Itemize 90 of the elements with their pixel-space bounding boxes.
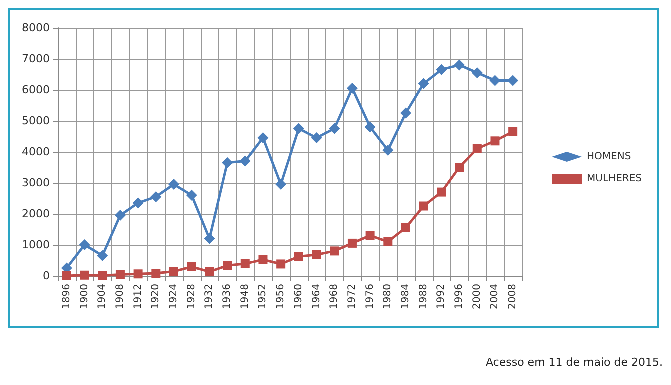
point <box>80 270 90 280</box>
point <box>346 82 358 94</box>
x-tick-label: 1912 <box>132 284 144 310</box>
x-tick-label: 1924 <box>168 284 180 310</box>
x-tick-label: 1968 <box>329 284 340 310</box>
point <box>419 202 428 211</box>
y-tick-label: 3000 <box>22 176 50 190</box>
x-tick-label: 1936 <box>222 284 234 310</box>
x-tick-label: 1904 <box>97 284 108 310</box>
legend-label: MULHERES <box>587 174 642 184</box>
point <box>508 75 519 86</box>
point <box>329 123 340 134</box>
x-tick-label: 1992 <box>436 284 448 310</box>
point <box>402 223 410 232</box>
x-tick-label: 1900 <box>79 284 90 310</box>
point <box>186 190 198 201</box>
x-tick-label: 1984 <box>400 284 412 310</box>
point <box>62 272 72 280</box>
x-tick-label: 1996 <box>454 284 466 310</box>
point <box>437 188 446 197</box>
x-tick-label: 1928 <box>186 284 198 310</box>
x-tick-label: 1960 <box>293 284 304 310</box>
y-tick-label: 7000 <box>22 52 50 66</box>
point <box>455 163 464 172</box>
point <box>294 252 304 262</box>
point <box>132 198 144 209</box>
point <box>454 60 466 71</box>
point <box>330 246 340 256</box>
legend-label: HOMENS <box>587 152 632 162</box>
text: Acesso em 11 de maio de 2015. <box>484 356 663 369</box>
point <box>114 210 126 222</box>
chart-frame: 0 1000 2000 3000 4000 5000 6000 7000 8000 1896 1900 1904 1908 1912 1920 1924 1928 1932 1936 1948 1952 1956 1960 1964 1968 1972 1976 1980 1984 1988 1992 1996 2000 2004 2008 HOMENS MULHERES <box>8 8 659 328</box>
point <box>258 132 269 144</box>
point <box>150 191 162 202</box>
point <box>311 132 322 144</box>
point <box>348 238 357 248</box>
x-tick-label: 1952 <box>258 284 269 310</box>
x-tick-label: 2000 <box>472 284 483 310</box>
x-tick-label: 1964 <box>311 284 322 310</box>
point <box>223 261 232 270</box>
point <box>382 144 394 156</box>
x-tick-label: 2004 <box>490 284 501 310</box>
point <box>364 122 376 133</box>
point <box>436 64 448 76</box>
x-tick-label: 1972 <box>346 284 358 310</box>
x-tick-label: 1948 <box>240 284 251 310</box>
x-tick-label: 1956 <box>276 284 287 310</box>
point <box>418 78 430 90</box>
point <box>508 127 518 136</box>
x-tick-label: 1980 <box>382 284 394 310</box>
x-tick-label: 1932 <box>204 284 216 310</box>
x-tick-label: 1896 <box>61 284 72 310</box>
point <box>384 237 393 246</box>
y-tick-label: 6000 <box>22 84 50 96</box>
point <box>312 250 322 260</box>
point <box>98 271 108 280</box>
y-tick-label: 1000 <box>22 238 50 252</box>
point <box>187 262 196 272</box>
point <box>490 75 501 86</box>
point <box>152 269 161 278</box>
x-tick-label: 1908 <box>114 284 126 310</box>
y-tick-label: 8000 <box>22 22 50 34</box>
point <box>366 231 375 240</box>
point <box>276 179 287 190</box>
x-tick-label: 1988 <box>418 284 430 310</box>
point <box>240 156 251 167</box>
y-tick-label: 5000 <box>22 114 50 128</box>
point <box>258 255 268 264</box>
point <box>134 270 143 279</box>
point <box>293 123 304 134</box>
x-tick-label: 1920 <box>150 284 162 310</box>
point <box>490 136 500 146</box>
point <box>79 240 90 250</box>
point <box>168 179 180 190</box>
point <box>472 144 482 154</box>
y-tick-label: 0 <box>43 270 50 282</box>
x-tick-label: 2008 <box>508 284 519 310</box>
point <box>472 67 483 78</box>
point <box>276 260 286 269</box>
point <box>240 259 250 268</box>
point <box>222 157 234 168</box>
point <box>205 267 214 276</box>
y-tick-label: 2000 <box>22 208 50 220</box>
point <box>170 267 178 276</box>
point <box>204 233 216 244</box>
point <box>400 108 412 119</box>
x-tick-label: 1976 <box>364 284 376 310</box>
point <box>116 270 125 280</box>
y-tick-label: 4000 <box>22 146 50 158</box>
point <box>97 250 108 262</box>
